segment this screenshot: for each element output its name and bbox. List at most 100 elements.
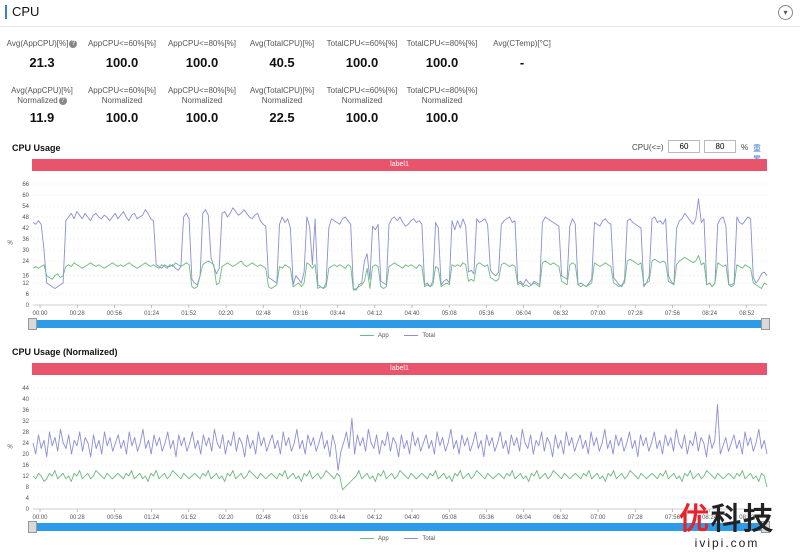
stat-label: AppCPU<=80%[%] bbox=[162, 39, 242, 49]
x-tick-label: 06:32 bbox=[553, 311, 569, 317]
y-tick-label: 12 bbox=[22, 474, 29, 480]
legend-swatch-app bbox=[360, 334, 374, 336]
stat-value: 100.0 bbox=[185, 55, 219, 70]
stat-value: - bbox=[519, 55, 525, 70]
y-tick-label: 24 bbox=[22, 259, 29, 265]
stat-1-3: Avg(TotalCPU)[%] 40.5 bbox=[242, 39, 322, 70]
y-tick-label: 30 bbox=[22, 248, 29, 254]
stat-label: TotalCPU<=60%[%] bbox=[322, 39, 402, 49]
stat-value: 11.9 bbox=[29, 110, 55, 125]
x-tick-label: 07:00 bbox=[590, 311, 606, 317]
x-tick-label: 02:48 bbox=[256, 515, 272, 521]
cpu-threshold-input-1[interactable] bbox=[668, 140, 700, 153]
slider-handle-left[interactable] bbox=[28, 318, 37, 330]
y-tick-label: 28 bbox=[22, 430, 29, 436]
stat-label: AppCPU<=80%[%] Normalized bbox=[162, 86, 242, 106]
stat-1-4: TotalCPU<=60%[%] 100.0 bbox=[322, 39, 402, 70]
x-tick-label: 03:16 bbox=[293, 515, 309, 521]
time-range-slider-normalized[interactable] bbox=[28, 521, 770, 533]
help-icon[interactable]: ? bbox=[69, 39, 78, 48]
cpu-usage-normalized-axes: 0 4 8 12 16 20 24 28 32 36 40 44% 00:00 00:28 00:56 01:… bbox=[7, 386, 767, 521]
stat-label: Avg(CTemp)[°C] bbox=[482, 39, 562, 49]
x-tick-label: 03:44 bbox=[330, 515, 346, 521]
x-tick-label: 03:16 bbox=[293, 311, 309, 317]
legend-item-app[interactable]: App bbox=[360, 536, 389, 542]
x-tick-label: 06:32 bbox=[553, 515, 569, 521]
stat-label-text: TotalCPU<=60%[%] bbox=[326, 86, 398, 95]
cpu-usage-normalized-chart: 0 4 8 12 16 20 24 28 32 36 40 44% 00:00 00:28 00:56 01:… bbox=[7, 386, 768, 521]
watermark-logo: 优科技 ivipi.com bbox=[662, 494, 792, 550]
y-tick-label: 40 bbox=[22, 397, 29, 403]
slider-handle-right[interactable] bbox=[761, 318, 770, 330]
stat-label-text: TotalCPU<=60%[%] bbox=[326, 39, 398, 48]
stat-label: Avg(TotalCPU)[%] bbox=[242, 39, 322, 49]
stat-2-4: TotalCPU<=60%[%] Normalized 100.0 bbox=[322, 86, 402, 125]
stat-label-text: AppCPU<=60%[%] bbox=[87, 39, 157, 48]
watermark-brand-rest: 科技 bbox=[711, 502, 775, 537]
stat-label: TotalCPU<=80%[%] bbox=[402, 39, 482, 49]
x-tick-label: 05:08 bbox=[442, 311, 458, 317]
stat-label-sub: Normalized bbox=[261, 96, 303, 105]
x-tick-label: 04:12 bbox=[367, 515, 383, 521]
stat-1-0: Avg(AppCPU)[%]? 21.3 bbox=[2, 39, 82, 70]
y-tick-label: 32 bbox=[22, 419, 29, 425]
help-icon[interactable]: ? bbox=[58, 96, 67, 105]
x-tick-label: 08:52 bbox=[739, 515, 755, 521]
slider-handle-right[interactable] bbox=[761, 521, 770, 533]
x-tick-label: 01:52 bbox=[181, 515, 197, 521]
x-tick-label: 08:24 bbox=[702, 311, 718, 317]
cpu-section-header: CPU ▾ bbox=[0, 0, 800, 27]
stat-value: 100.0 bbox=[425, 110, 459, 125]
series-line-total bbox=[32, 198, 768, 291]
section-accent-bar bbox=[5, 5, 7, 19]
slider-handle-left[interactable] bbox=[28, 521, 37, 533]
x-tick-label: 01:24 bbox=[144, 311, 160, 317]
stat-1-5: TotalCPU<=80%[%] 100.0 bbox=[402, 39, 482, 70]
stat-2-3: Avg(TotalCPU)[%] Normalized 22.5 bbox=[242, 86, 322, 125]
stat-label-sub: Normalized bbox=[181, 96, 223, 105]
stat-label-text: Avg(TotalCPU)[%] bbox=[249, 39, 315, 48]
time-range-slider[interactable] bbox=[28, 318, 770, 330]
cpu-threshold-input-2[interactable] bbox=[704, 140, 736, 153]
series-line-app bbox=[32, 470, 768, 491]
stat-value: 100.0 bbox=[345, 55, 379, 70]
stat-label-text: Avg(TotalCPU)[%] bbox=[249, 86, 315, 95]
stat-label: TotalCPU<=60%[%] Normalized bbox=[322, 86, 402, 106]
y-tick-label: 0 bbox=[26, 507, 30, 513]
y-tick-label: 4 bbox=[26, 496, 30, 502]
y-tick-label: 24 bbox=[22, 441, 29, 447]
y-tick-label: 0 bbox=[26, 303, 30, 309]
stat-label-sub: Normalized bbox=[101, 96, 143, 105]
legend-label-app: App bbox=[378, 536, 389, 542]
stat-label: AppCPU<=60%[%] Normalized bbox=[82, 86, 162, 106]
y-tick-label: 60 bbox=[22, 193, 29, 199]
legend-item-total[interactable]: Total bbox=[404, 536, 435, 542]
cpu-threshold-label: CPU(<=) bbox=[632, 143, 664, 152]
cpu-threshold-unit: % bbox=[741, 143, 749, 152]
x-tick-label: 05:36 bbox=[479, 515, 495, 521]
y-tick-label: 8 bbox=[26, 485, 30, 491]
x-tick-label: 07:28 bbox=[628, 515, 644, 521]
x-tick-label: 00:56 bbox=[107, 515, 123, 521]
chevron-down-icon[interactable]: ▾ bbox=[778, 5, 793, 20]
stat-value: 100.0 bbox=[185, 110, 219, 125]
label-band-1: label1 bbox=[32, 159, 767, 171]
stat-2-2: AppCPU<=80%[%] Normalized 100.0 bbox=[162, 86, 242, 125]
legend-item-app[interactable]: App bbox=[360, 333, 389, 339]
y-tick-label: 54 bbox=[22, 204, 29, 210]
x-tick-label: 04:40 bbox=[404, 311, 420, 317]
x-tick-label: 04:12 bbox=[367, 311, 383, 317]
stat-label: AppCPU<=60%[%] bbox=[82, 39, 162, 49]
legend-label-total: Total bbox=[422, 333, 436, 339]
stat-label-text: Avg(AppCPU)[%] bbox=[11, 86, 73, 95]
y-tick-label: 42 bbox=[22, 226, 29, 232]
x-tick-label: 03:44 bbox=[330, 311, 346, 317]
stat-value: 100.0 bbox=[345, 110, 379, 125]
stat-label: Avg(AppCPU)[%]? bbox=[2, 39, 82, 49]
x-tick-label: 02:20 bbox=[218, 311, 234, 317]
legend-item-total[interactable]: Total bbox=[404, 333, 435, 339]
y-axis-label: % bbox=[7, 241, 13, 247]
y-tick-label: 16 bbox=[22, 274, 29, 280]
